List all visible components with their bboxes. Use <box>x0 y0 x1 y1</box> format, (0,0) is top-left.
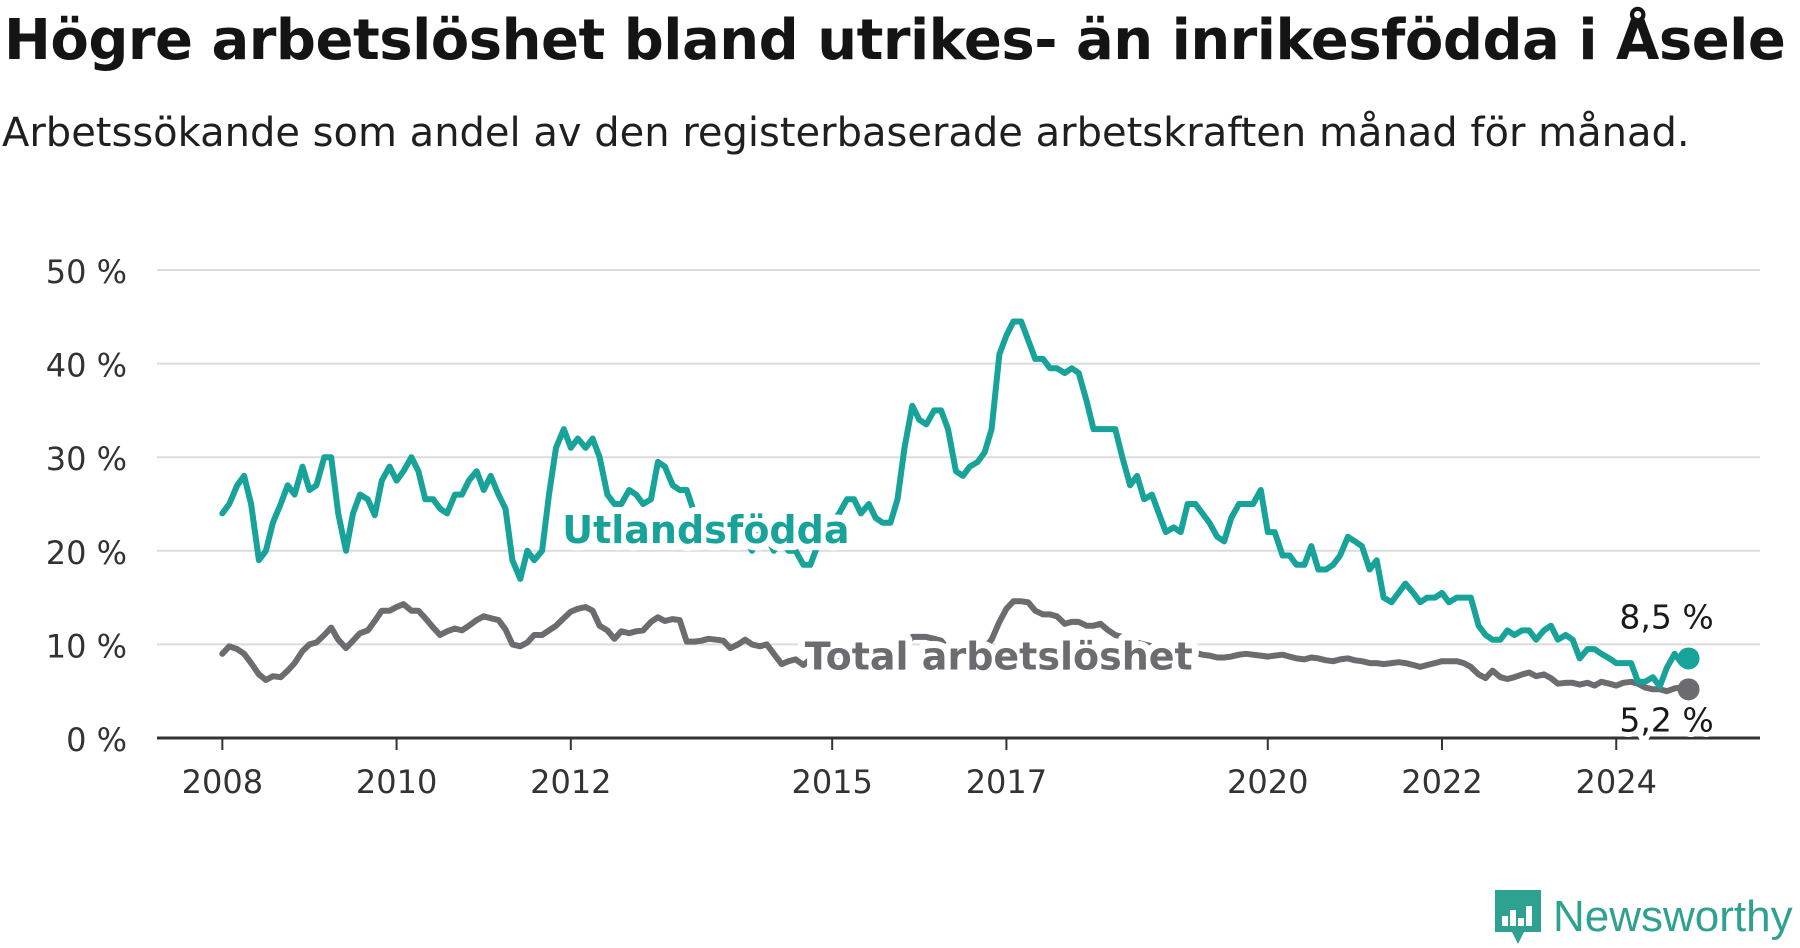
chart-title: Högre arbetslöshet bland utrikes- än inr… <box>4 8 1786 73</box>
series-lines <box>219 318 1700 701</box>
x-tick-label: 2012 <box>530 763 611 801</box>
series-line-total <box>219 598 1692 695</box>
newsworthy-logo-icon <box>1495 890 1541 944</box>
x-tick-label: 2008 <box>182 763 263 801</box>
end-point-total <box>1677 678 1700 701</box>
y-tick-label: 0 % <box>66 721 127 759</box>
end-label-utlandsfodda: 8,5 % <box>1619 597 1713 636</box>
x-axis-tick-labels: 2008 2010 2012 2015 2017 2020 2022 2024 <box>182 738 1657 801</box>
x-tick-label: 2017 <box>966 763 1047 801</box>
end-point-utlandsfodda <box>1677 647 1700 670</box>
y-tick-label: 30 % <box>46 440 127 478</box>
y-tick-label: 50 % <box>46 253 127 291</box>
x-tick-label: 2010 <box>356 763 437 801</box>
x-tick-label: 2024 <box>1576 763 1657 801</box>
y-axis-tick-labels: 0 % 10 % 20 % 30 % 40 % 50 % <box>46 253 127 759</box>
brand-name: Newsworthy <box>1553 892 1793 941</box>
x-tick-label: 2022 <box>1401 763 1482 801</box>
end-label-total: 5,2 % <box>1619 700 1713 739</box>
chart-subtitle: Arbetssökande som andel av den registerb… <box>2 110 1690 156</box>
y-tick-label: 20 % <box>46 534 127 572</box>
gridlines <box>157 269 1760 740</box>
x-tick-label: 2020 <box>1227 763 1308 801</box>
brand: Newsworthy <box>1493 888 1793 946</box>
series-line-utlandsfodda <box>219 318 1692 690</box>
series-labels: Utlandsfödda Total arbetslöshet 8,5 % 5,2 % <box>555 501 1718 744</box>
series-label-utlandsfodda: Utlandsfödda <box>562 508 849 552</box>
y-tick-label: 40 % <box>46 347 127 385</box>
x-tick-label: 2015 <box>791 763 872 801</box>
series-label-total: Total arbetslöshet <box>805 635 1193 679</box>
y-tick-label: 10 % <box>46 627 127 665</box>
